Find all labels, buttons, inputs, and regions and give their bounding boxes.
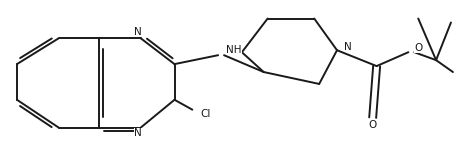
- Text: O: O: [369, 120, 377, 130]
- Text: N: N: [344, 42, 352, 52]
- Text: N: N: [134, 27, 142, 37]
- Text: NH: NH: [226, 45, 241, 55]
- Text: O: O: [414, 43, 423, 53]
- Text: Cl: Cl: [200, 109, 211, 119]
- Text: N: N: [134, 128, 142, 138]
